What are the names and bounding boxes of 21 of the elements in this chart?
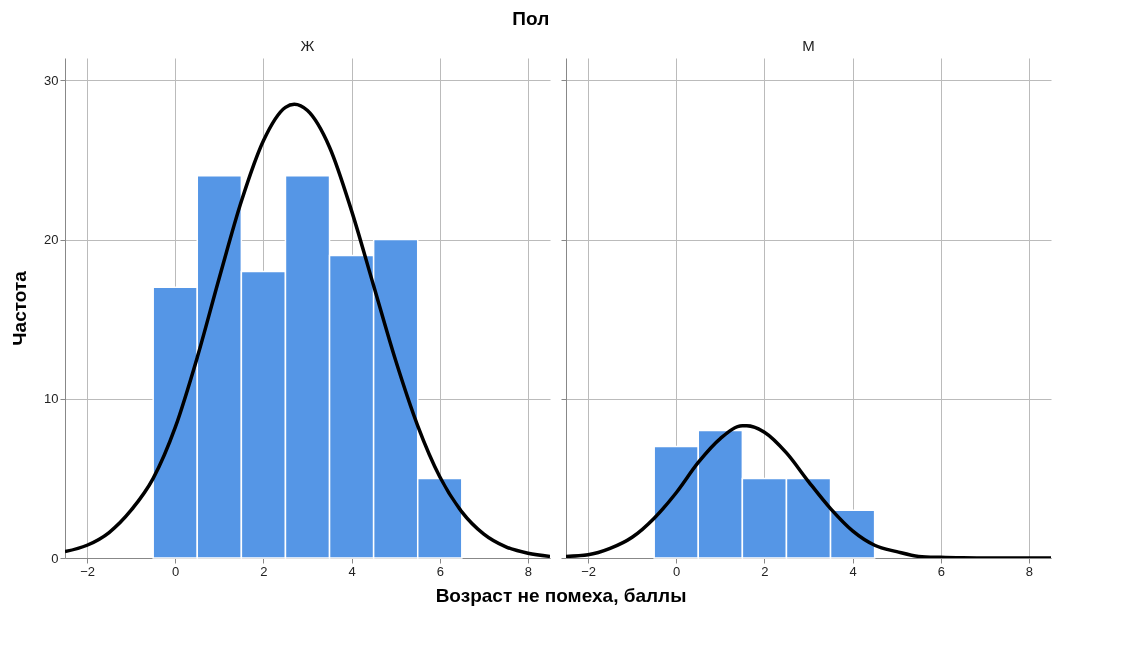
x-tick-label: 4 — [348, 563, 356, 579]
x-tick-label: 2 — [260, 563, 268, 579]
x-tick-label: 6 — [937, 563, 945, 579]
x-tick-label: −2 — [80, 563, 95, 579]
x-tick-label: 4 — [849, 563, 857, 579]
y-tick-label: 20 — [44, 232, 59, 248]
x-tick-label: 2 — [761, 563, 769, 579]
x-tick-label: 8 — [1025, 563, 1034, 579]
chart-title: М — [802, 37, 815, 54]
y-tick-label: 0 — [51, 550, 59, 566]
x-axis-title: Возраст не помеха, баллы — [434, 585, 688, 607]
text: Пол — [512, 8, 550, 29]
x-tick-label: 0 — [172, 563, 180, 579]
y-tick-label: 30 — [44, 72, 59, 88]
x-tick-label: 0 — [673, 563, 681, 579]
x-tick-label: 8 — [524, 563, 533, 579]
y-tick-label: 10 — [44, 391, 59, 407]
x-tick-label: −2 — [581, 563, 596, 579]
y-axis-title: Частота — [9, 270, 31, 346]
chart-title: Ж — [300, 37, 315, 54]
x-tick-label: 6 — [436, 563, 444, 579]
